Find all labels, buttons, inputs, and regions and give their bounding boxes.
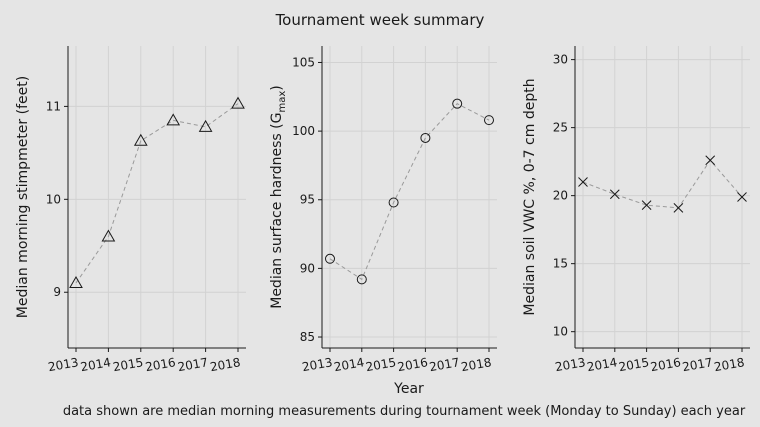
figure-caption: data shown are median morning measuremen… (63, 404, 746, 419)
panel-3: 10 15 20 25 30 2013 2014 2015 2016 2017 2018 Median… (522, 46, 750, 374)
x-tick-label: 2018 (713, 355, 746, 374)
x-tick-label: 2013 (301, 355, 334, 374)
series-line (329, 103, 490, 281)
y-tick-label: 105 (292, 55, 315, 69)
triangle-marker (133, 133, 148, 146)
circle-marker (452, 98, 463, 109)
x-marker (641, 200, 652, 211)
triangle-marker (69, 275, 83, 288)
y-tick-label: 9 (53, 285, 61, 299)
triangle-marker (101, 229, 116, 242)
x-tick-label: 2016 (396, 355, 429, 374)
panel-1: 9 10 11 2013 2014 2015 2016 2017 2018 Median morn… (15, 46, 246, 374)
y-tick-label: 90 (300, 261, 315, 275)
y-tick-label: 85 (300, 330, 315, 344)
y-tick-label: 30 (553, 53, 568, 67)
x-marker-stroke (641, 200, 652, 211)
x-tick-label: 2013 (47, 355, 80, 374)
x-tick-label: 2018 (209, 355, 242, 374)
y-tick-label: 95 (300, 193, 315, 207)
x-tick-label: 2018 (460, 355, 493, 374)
x-marker (609, 189, 620, 200)
x-marker-stroke (705, 155, 716, 166)
x-tick-label: 2015 (365, 355, 398, 374)
x-tick-label: 2016 (144, 355, 177, 374)
x-tick-label: 2014 (586, 355, 619, 374)
triangle-marker (166, 113, 181, 126)
series-line (75, 103, 239, 284)
x-tick-label: 2017 (177, 355, 210, 374)
circle-marker (356, 274, 367, 285)
y-tick-label: 10 (46, 192, 61, 206)
y-axis-label: Median soil VWC %, 0-7 cm depth (522, 78, 538, 315)
y-axis-label: Median surface hardness (Gmax) (269, 85, 288, 309)
triangle-marker (198, 119, 213, 132)
x-tick-label: 2017 (681, 355, 714, 374)
circle-marker (420, 132, 431, 143)
x-axis-label: Year (393, 381, 424, 397)
y-tick-label: 11 (46, 99, 61, 113)
x-marker-stroke (737, 192, 747, 202)
y-tick-label: 15 (553, 257, 568, 271)
x-marker-stroke (609, 189, 620, 200)
x-tick-label: 2014 (79, 355, 112, 374)
y-tick-label: 100 (292, 124, 315, 138)
y-tick-label: 20 (553, 189, 568, 203)
panel-2: 85 90 95 100 105 2013 2014 2015 2016 2017 2018 Medi… (269, 46, 497, 374)
series-line (582, 159, 743, 209)
figure-title: Tournament week summary (275, 11, 485, 29)
circle-marker (325, 253, 335, 264)
circle-marker (484, 115, 494, 126)
x-tick-label: 2017 (428, 355, 461, 374)
triangle-marker (231, 96, 245, 109)
x-marker-stroke (578, 177, 588, 187)
y-axis-label: Median morning stimpmeter (feet) (15, 76, 31, 318)
x-marker (673, 203, 684, 213)
x-marker-stroke (673, 203, 684, 213)
x-marker (705, 155, 716, 166)
x-marker (578, 177, 588, 187)
x-tick-label: 2014 (333, 355, 366, 374)
y-tick-label: 25 (553, 121, 568, 135)
x-tick-label: 2015 (618, 355, 651, 374)
circle-marker (388, 197, 399, 208)
x-tick-label: 2015 (112, 355, 145, 374)
x-tick-label: 2016 (649, 355, 682, 374)
y-tick-label: 10 (553, 325, 568, 339)
x-marker (737, 192, 747, 202)
x-tick-label: 2013 (554, 355, 587, 374)
